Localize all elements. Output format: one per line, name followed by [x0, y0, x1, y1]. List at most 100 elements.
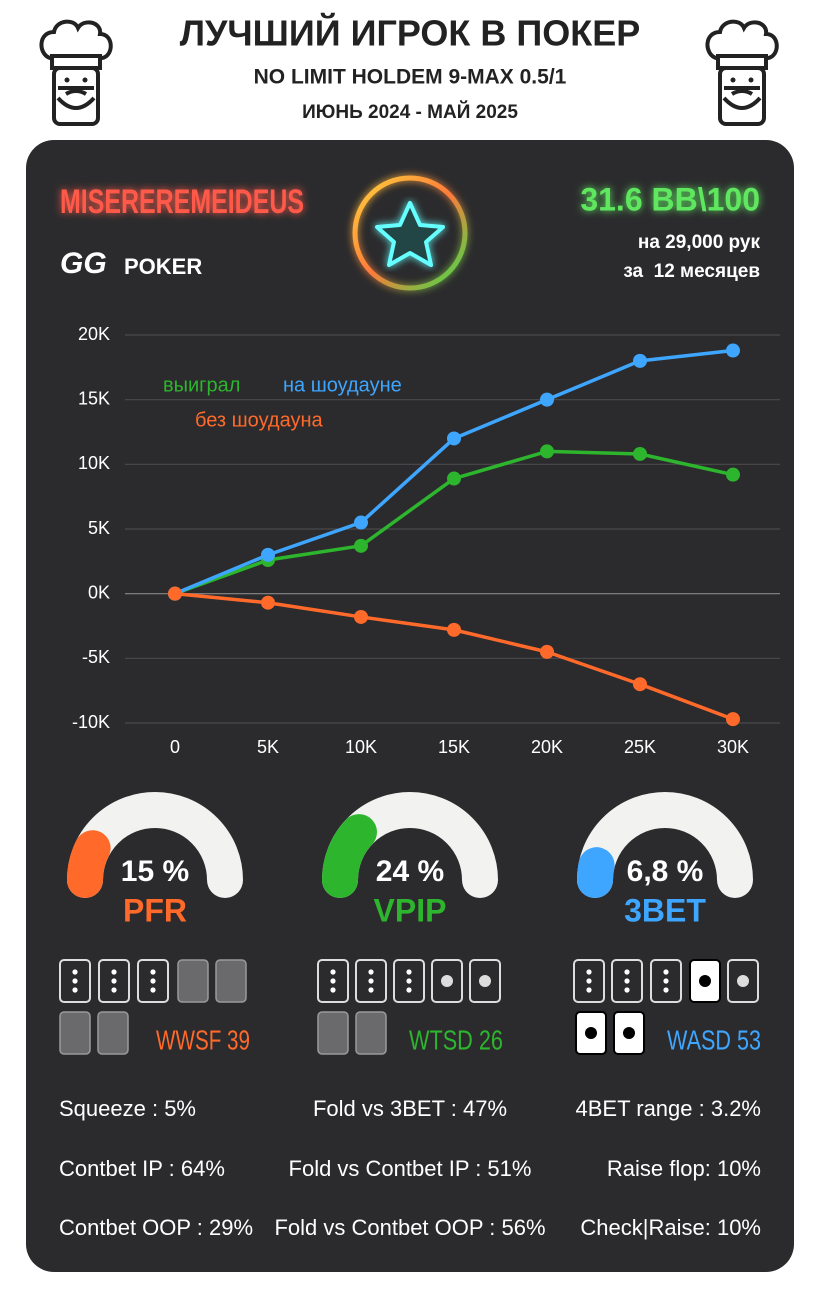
- point: [540, 392, 554, 407]
- pip: [663, 987, 669, 993]
- pip: [586, 987, 592, 993]
- y-tick-label: 5K: [88, 518, 110, 538]
- pip: [150, 987, 156, 993]
- title: ЛУЧШИЙ ИГРОК В ПОКЕР: [180, 12, 641, 54]
- pip: [699, 975, 711, 987]
- stat: 4BET range : 3.2%: [576, 1096, 762, 1121]
- gauge-name: VPIP: [374, 892, 447, 928]
- pip: [663, 978, 669, 984]
- stat: Contbet IP : 64%: [59, 1156, 225, 1181]
- logo-mark: GG: [60, 247, 107, 280]
- pip: [111, 987, 117, 993]
- pip: [586, 969, 592, 975]
- gauge-value: [322, 814, 377, 898]
- stat: Fold vs 3BET : 47%: [313, 1096, 507, 1121]
- y-tick-label: 20K: [78, 324, 110, 344]
- pip: [624, 969, 630, 975]
- pip: [330, 978, 336, 984]
- player-name: MISEREREMEIDEUS: [60, 183, 304, 221]
- pip: [624, 987, 630, 993]
- card-back: [97, 1011, 129, 1055]
- x-tick-label: 10K: [345, 737, 377, 757]
- point: [447, 431, 461, 446]
- gauge-value-label: 15 %: [121, 855, 189, 888]
- point: [633, 353, 647, 368]
- pip: [441, 975, 453, 987]
- gauge-value-label: 24 %: [376, 855, 444, 888]
- point: [540, 644, 554, 659]
- point: [447, 622, 461, 637]
- card-back: [59, 1011, 91, 1055]
- months: за 12 месяцев: [623, 261, 760, 282]
- stat: Contbet OOP : 29%: [59, 1215, 253, 1240]
- stat: Squeeze : 5%: [59, 1096, 196, 1121]
- stat: Raise flop: 10%: [607, 1156, 761, 1181]
- pip: [111, 978, 117, 984]
- card-back: [355, 1011, 387, 1055]
- gauge-name: 3BET: [624, 892, 706, 928]
- point: [354, 609, 368, 624]
- point: [633, 446, 647, 461]
- pip: [479, 975, 491, 987]
- chef-icon: [39, 19, 113, 127]
- y-tick-label: 0K: [88, 582, 110, 602]
- pip: [585, 1027, 597, 1039]
- cards: WWSF 39 WTSD 26 WASD 53: [59, 959, 761, 1055]
- y-tick-label: 10K: [78, 453, 110, 473]
- pip: [737, 975, 749, 987]
- hands: на 29,000 рук: [638, 232, 761, 253]
- pip: [330, 969, 336, 975]
- period: ИЮНЬ 2024 - МАЙ 2025: [302, 101, 518, 123]
- point: [261, 547, 275, 562]
- badge-ring: [352, 175, 468, 291]
- pip: [623, 1027, 635, 1039]
- gauge-name: PFR: [123, 892, 187, 928]
- stats: Squeeze : 5% Contbet IP : 64% Contbet OOP …: [59, 1096, 761, 1240]
- pip: [368, 978, 374, 984]
- chef-icon: [705, 19, 779, 127]
- card-back: [215, 959, 247, 1003]
- y-tick-label: -10K: [72, 712, 110, 732]
- stat: Fold vs Contbet IP : 51%: [289, 1156, 532, 1181]
- point: [726, 712, 740, 727]
- gauge-value-label: 6,8 %: [627, 855, 704, 888]
- gauge-value: [577, 847, 615, 898]
- logo-text: POKER: [124, 254, 202, 279]
- card-stat: WWSF 39: [156, 1024, 250, 1055]
- card-stat: WASD 53: [667, 1024, 761, 1055]
- pip: [330, 987, 336, 993]
- x-tick-label: 30K: [717, 737, 749, 757]
- legend-label: выиграл: [163, 374, 240, 396]
- point: [168, 586, 182, 601]
- point: [261, 595, 275, 610]
- point: [447, 471, 461, 486]
- pip: [150, 978, 156, 984]
- winrate: 31.6 BB\100: [580, 181, 760, 217]
- x-tick-label: 25K: [624, 737, 656, 757]
- legend-label: без шоудауна: [195, 409, 324, 431]
- pip: [150, 969, 156, 975]
- x-tick-label: 15K: [438, 737, 470, 757]
- stat: Check|Raise: 10%: [580, 1215, 761, 1240]
- pip: [72, 969, 78, 975]
- stat: Fold vs Contbet OOP : 56%: [274, 1215, 545, 1240]
- pip: [406, 978, 412, 984]
- point: [633, 677, 647, 692]
- x-tick-label: 20K: [531, 737, 563, 757]
- legend-label: на шоудауне: [283, 374, 402, 396]
- chart: -10K -5K 0K 5K 10K 15K 20K 0 5K 10K 15K 20K 25K 30K вы…: [72, 324, 780, 757]
- gauge-value: [67, 830, 111, 898]
- point: [726, 467, 740, 482]
- pip: [368, 987, 374, 993]
- x-tick-label: 0: [170, 737, 180, 757]
- pip: [586, 978, 592, 984]
- point: [726, 343, 740, 358]
- y-tick-label: 15K: [78, 388, 110, 408]
- pip: [368, 969, 374, 975]
- badge-star: [375, 201, 445, 267]
- pip: [72, 978, 78, 984]
- pip: [111, 969, 117, 975]
- pip: [406, 969, 412, 975]
